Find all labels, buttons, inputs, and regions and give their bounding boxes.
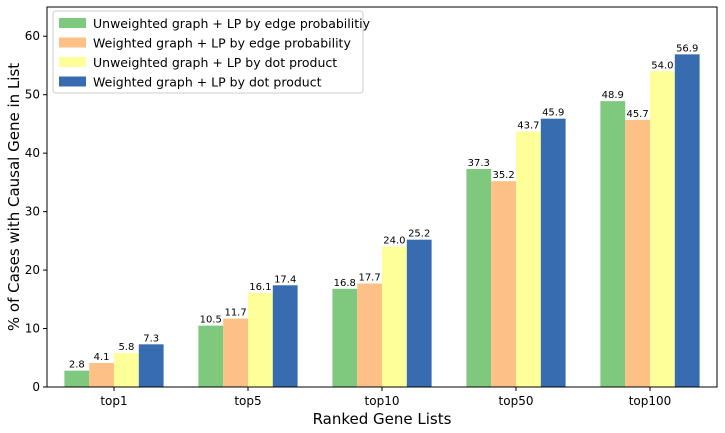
y-tick-label: 60	[25, 29, 40, 43]
legend-entry-label: Weighted graph + LP by edge probability	[93, 36, 351, 51]
bar-value-label: 17.4	[274, 274, 296, 285]
bar-value-label: 17.7	[358, 273, 380, 284]
bar	[466, 169, 491, 387]
x-tick-label: top5	[234, 394, 261, 408]
bar-value-label: 45.7	[626, 109, 648, 120]
bar	[139, 344, 164, 387]
bar-value-label: 25.2	[408, 229, 430, 240]
bar-value-label: 56.9	[676, 43, 698, 54]
bar	[650, 71, 675, 387]
bar-value-label: 24.0	[383, 236, 405, 247]
bar	[89, 363, 114, 387]
legend: Unweighted graph + LP by edge probabilit…	[53, 11, 371, 93]
bar	[273, 285, 298, 387]
bar	[541, 119, 566, 387]
bar	[491, 181, 516, 387]
bar	[248, 293, 273, 387]
bar	[600, 101, 625, 387]
bar	[357, 284, 382, 387]
y-tick-label: 40	[25, 146, 40, 160]
bar-value-label: 5.8	[118, 342, 134, 353]
y-tick-label: 10	[25, 322, 40, 336]
x-tick-label: top50	[499, 394, 534, 408]
bar	[64, 371, 89, 387]
bar	[114, 353, 139, 387]
bar-value-label: 54.0	[651, 60, 673, 71]
bar-value-label: 10.5	[200, 315, 222, 326]
bar-value-label: 7.3	[143, 333, 159, 344]
x-tick-label: top1	[100, 394, 127, 408]
bar	[407, 240, 432, 387]
y-tick-label: 30	[25, 205, 40, 219]
plot-area: 2.8 4.1 5.8 7.3 10.511.7 16.117.4 16.8 17.7 24.0…	[64, 43, 699, 387]
legend-swatch	[59, 57, 86, 67]
y-tick-label: 0	[32, 380, 40, 394]
x-tick-label: top100	[629, 394, 672, 408]
bar	[223, 319, 248, 387]
bar-value-label: 2.8	[69, 360, 85, 371]
bar-value-label: 4.1	[94, 352, 110, 363]
bar	[675, 54, 700, 387]
bar	[332, 289, 357, 387]
y-axis-ticks: 0 10 20 30 40 50 60	[25, 29, 47, 394]
legend-swatch	[59, 18, 86, 28]
bar	[198, 326, 223, 387]
legend-swatch	[59, 38, 86, 48]
legend-entry-label: Unweighted graph + LP by edge probabilit…	[93, 16, 371, 31]
bar-value-label: 48.9	[602, 90, 624, 101]
x-axis-ticks: top1 top5 top10 top50 top100	[100, 387, 671, 408]
y-tick-label: 20	[25, 263, 40, 277]
legend-swatch	[59, 77, 86, 87]
bar-value-label: 43.7	[517, 121, 539, 132]
bar-value-label: 45.9	[542, 108, 564, 119]
x-tick-label: top10	[365, 394, 400, 408]
bar	[625, 120, 650, 387]
bar-value-label: 16.8	[334, 278, 356, 289]
bar-value-label: 11.7	[224, 308, 246, 319]
bar-value-label: 37.3	[468, 158, 490, 169]
bar-value-label: 35.2	[492, 170, 514, 181]
y-tick-label: 50	[25, 88, 40, 102]
bar	[516, 132, 541, 387]
legend-entry-label: Unweighted graph + LP by dot product	[93, 55, 337, 70]
legend-entry-label: Weighted graph + LP by dot product	[93, 75, 322, 90]
bar-value-label: 16.1	[249, 282, 271, 293]
bar	[382, 247, 407, 387]
y-axis-label: % of Cases with Causal Gene in List	[5, 63, 23, 331]
x-axis-label: Ranked Gene Lists	[313, 410, 452, 428]
